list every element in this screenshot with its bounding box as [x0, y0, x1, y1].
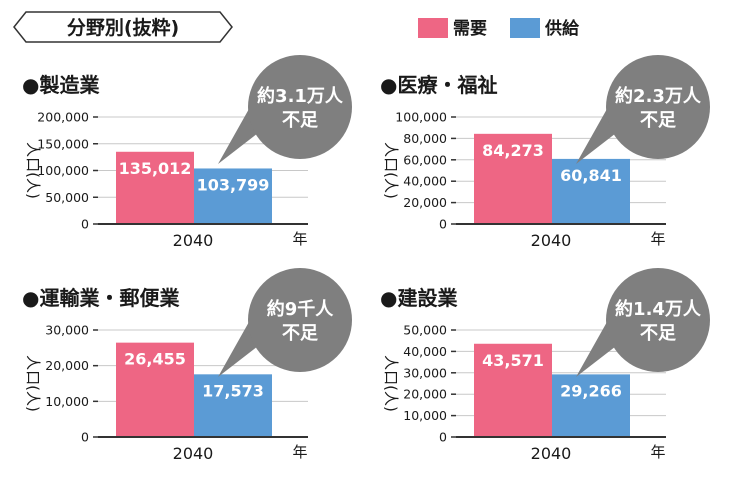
y-tick-label: 20,000 — [45, 358, 89, 373]
y-tick-label: 0 — [81, 430, 89, 445]
bar-label-supply: 29,266 — [560, 381, 622, 400]
x-axis-unit: 年 — [650, 230, 665, 248]
callout-line-2: 不足 — [282, 323, 318, 344]
y-axis-label: 人口(人) — [382, 355, 400, 412]
y-tick-label: 80,000 — [403, 131, 447, 146]
legend-swatch-supply — [510, 18, 540, 38]
bar-label-supply: 103,799 — [197, 175, 270, 194]
chart-title: ●運輸業・郵便業 — [22, 286, 180, 310]
y-tick-label: 20,000 — [403, 387, 447, 402]
y-tick-label: 40,000 — [403, 344, 447, 359]
bar-supply — [194, 168, 272, 224]
x-tick-label: 2040 — [531, 231, 572, 250]
y-tick-label: 200,000 — [37, 110, 89, 125]
callout-line-1: 約3.1万人 — [257, 85, 344, 107]
y-tick-label: 0 — [439, 217, 447, 232]
callout-bubble — [248, 55, 352, 159]
callout-bubble — [248, 268, 352, 372]
bar-label-supply: 17,573 — [202, 381, 264, 400]
section-title: 分野別(抜粋) — [67, 16, 179, 39]
x-tick-label: 2040 — [173, 444, 214, 463]
y-tick-label: 0 — [81, 217, 89, 232]
y-tick-label: 10,000 — [45, 394, 89, 409]
bar-demand — [116, 151, 194, 224]
chart-title: ●医療・福祉 — [380, 73, 497, 97]
y-tick-label: 100,000 — [395, 110, 447, 125]
x-tick-label: 2040 — [173, 231, 214, 250]
callout-line-2: 不足 — [640, 110, 676, 131]
legend-label-supply: 供給 — [544, 18, 580, 39]
y-tick-label: 50,000 — [45, 190, 89, 205]
bar-supply — [194, 374, 272, 437]
header-title-box: 分野別(抜粋) — [13, 11, 233, 43]
title-chevron-frame — [13, 11, 233, 43]
legend-label-demand: 需要 — [453, 19, 487, 39]
y-tick-label: 0 — [439, 430, 447, 445]
chart-title: ●建設業 — [380, 286, 458, 310]
bar-demand — [474, 343, 552, 437]
callout-bubble — [606, 268, 710, 372]
y-tick-label: 50,000 — [403, 323, 447, 338]
y-tick-label: 100,000 — [37, 163, 89, 178]
legend: 需要 供給 — [418, 18, 580, 39]
x-tick-label: 2040 — [531, 444, 572, 463]
y-tick-label: 30,000 — [45, 323, 89, 338]
callout-bubble — [606, 55, 710, 159]
callout-line-1: 約9千人 — [267, 298, 335, 320]
bar-label-demand: 84,273 — [482, 141, 544, 160]
x-axis-unit: 年 — [292, 443, 307, 461]
y-axis-label: 人口(人) — [24, 355, 42, 412]
bar-demand — [116, 342, 194, 437]
y-tick-label: 150,000 — [37, 136, 89, 151]
y-axis-label: 人口(人) — [24, 142, 42, 199]
y-tick-label: 20,000 — [403, 195, 447, 210]
callout-line-1: 約1.4万人 — [615, 298, 702, 320]
callout-line-2: 不足 — [640, 323, 676, 344]
bar-demand — [474, 133, 552, 224]
bar-label-demand: 43,571 — [482, 351, 544, 370]
legend-swatch-demand — [418, 18, 448, 38]
bar-label-demand: 135,012 — [119, 159, 192, 178]
bar-supply — [552, 374, 630, 437]
y-axis-label: 人口(人) — [382, 142, 400, 199]
bar-label-demand: 26,455 — [124, 350, 186, 369]
x-axis-unit: 年 — [650, 443, 665, 461]
callout-line-1: 約2.3万人 — [615, 85, 702, 107]
y-tick-label: 10,000 — [403, 408, 447, 423]
chart-title: ●製造業 — [22, 73, 100, 97]
y-tick-label: 30,000 — [403, 365, 447, 380]
bar-supply — [552, 158, 630, 224]
y-tick-label: 60,000 — [403, 152, 447, 167]
x-axis-unit: 年 — [292, 230, 307, 248]
callout-line-2: 不足 — [282, 110, 318, 131]
y-tick-label: 40,000 — [403, 174, 447, 189]
bar-label-supply: 60,841 — [560, 166, 622, 185]
